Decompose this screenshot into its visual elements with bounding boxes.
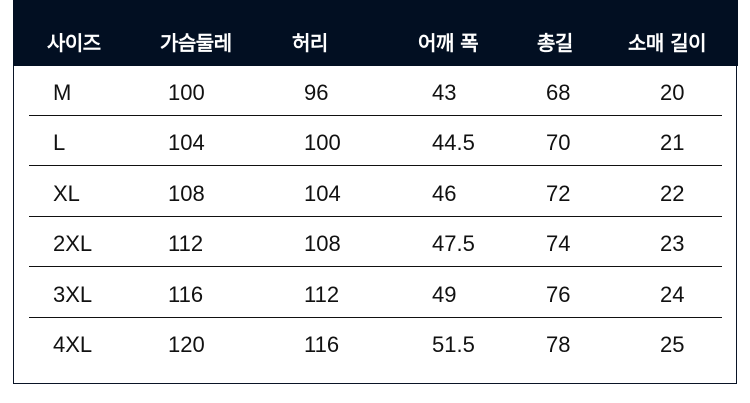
- table-cell: L: [53, 130, 66, 156]
- table-cell: 4XL: [53, 332, 93, 357]
- table-cell: 44.5: [432, 130, 475, 156]
- table-cell: 43: [432, 80, 457, 105]
- table-cell: 78: [546, 332, 571, 357]
- table-cell: 24: [660, 281, 685, 307]
- table-cell: 22: [660, 180, 685, 206]
- column-header: 어깨 폭: [418, 31, 479, 55]
- table-cell: 2XL: [53, 231, 93, 257]
- table-cell: 72: [546, 180, 571, 206]
- table-cell: 20: [660, 80, 685, 105]
- column-header: 가슴둘레: [160, 31, 232, 55]
- table-cell: 100: [304, 130, 341, 156]
- table-cell: 74: [546, 231, 571, 257]
- table-header: 사이즈 가슴둘레 허리 어깨 폭 총길 소매 길이: [13, 0, 738, 66]
- table-cell: 108: [304, 231, 341, 257]
- table-cell: XL: [53, 180, 80, 206]
- table-cell: 108: [168, 180, 205, 206]
- table-cell: 51.5: [432, 332, 475, 357]
- table-cell: 25: [660, 332, 685, 357]
- table-cell: 49: [432, 281, 457, 307]
- table-cell: 120: [168, 332, 205, 357]
- table-row: M 100 96 43 68 20: [29, 66, 722, 116]
- table-row: 4XL 120 116 51.5 78 25: [29, 318, 722, 368]
- column-header: 소매 길이: [628, 31, 707, 55]
- table-cell: 116: [304, 332, 340, 357]
- table-cell: 3XL: [53, 281, 93, 307]
- table-row: 2XL 112 108 47.5 74 23: [29, 217, 722, 268]
- table-cell: 76: [546, 281, 571, 307]
- table-row: L 104 100 44.5 70 21: [29, 116, 722, 167]
- column-header: 사이즈: [47, 31, 101, 55]
- table-cell: 46: [432, 180, 457, 206]
- table-frame: [13, 0, 737, 384]
- table-cell: 116: [168, 281, 204, 307]
- table-row: XL 108 104 46 72 22: [29, 167, 722, 217]
- table-cell: 104: [304, 180, 341, 206]
- table-cell: 21: [660, 130, 685, 156]
- table-row: 3XL 116 112 49 76 24: [29, 268, 722, 318]
- table-cell: 112: [168, 231, 204, 257]
- table-cell: 47.5: [432, 231, 475, 257]
- table-cell: 23: [660, 231, 685, 257]
- table-cell: 104: [168, 130, 205, 156]
- table-cell: 96: [304, 80, 329, 105]
- column-header: 허리: [292, 31, 328, 55]
- column-header: 총길: [537, 31, 573, 55]
- table-cell: 100: [168, 80, 205, 105]
- table-cell: 112: [304, 281, 340, 307]
- table-cell: 68: [546, 80, 571, 105]
- table-cell: M: [53, 80, 72, 105]
- table-cell: 70: [546, 130, 571, 156]
